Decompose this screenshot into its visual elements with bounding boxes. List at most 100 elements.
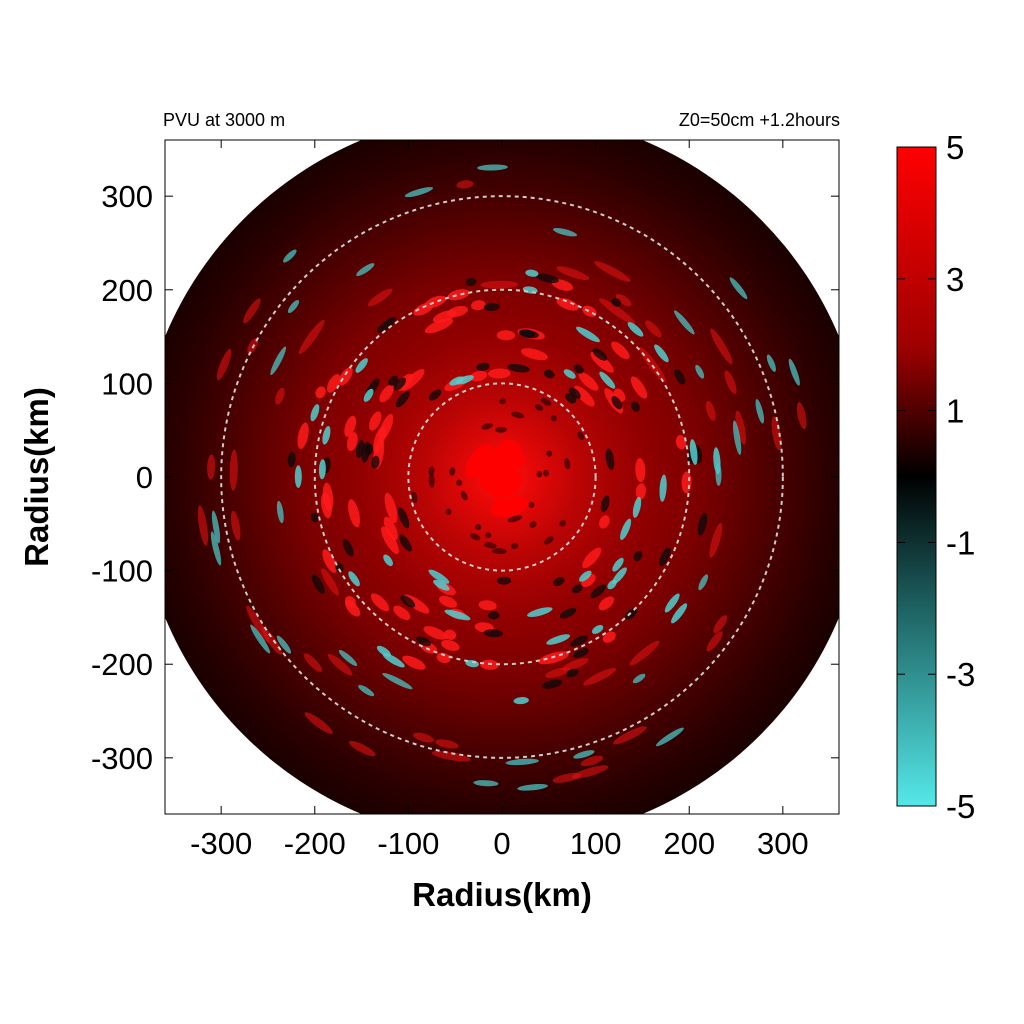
y-tick-label: -100 (91, 554, 153, 589)
pv-patch (505, 758, 539, 766)
pv-patch (673, 310, 695, 335)
pv-patch (304, 712, 333, 734)
pv-patch (358, 685, 375, 697)
x-tick-label: -200 (284, 826, 346, 861)
pv-patch (397, 507, 410, 529)
pv-patch (356, 263, 375, 277)
pv-patch (294, 465, 302, 488)
pv-patch (471, 300, 486, 311)
pv-patch (326, 374, 341, 393)
colorbar-tick-label: -3 (946, 656, 975, 693)
pv-patch (735, 410, 746, 445)
x-tick-label: -300 (190, 826, 252, 861)
colorbar-ticks: 5 3 1 -1 -3 -5 (897, 129, 975, 825)
pv-patch (544, 536, 554, 545)
pv-patch (485, 532, 492, 539)
pv-patch (571, 765, 609, 779)
reference-circles (220, 195, 784, 759)
pv-patch (478, 600, 497, 611)
pv-patch (562, 658, 589, 671)
pv-patch (698, 574, 709, 591)
pv-patch (287, 300, 300, 313)
pv-patch (689, 439, 698, 465)
reference-circle-300km (220, 195, 784, 759)
pv-patch (298, 319, 325, 355)
pv-patch (645, 320, 662, 338)
pv-patch (431, 750, 471, 762)
pv-patch (270, 346, 287, 376)
pv-patch (729, 277, 748, 300)
pv-patch (600, 495, 610, 513)
pv-patch (490, 495, 529, 518)
pv-patch (582, 547, 602, 569)
pv-patch (496, 330, 516, 341)
pv-patch (345, 600, 361, 617)
pv-patch (517, 783, 548, 791)
pv-patch (287, 451, 296, 468)
pv-patch (654, 344, 669, 363)
pv-patch (576, 326, 600, 343)
pv-patch (488, 368, 511, 379)
pv-patch (709, 523, 723, 558)
pv-patch (573, 647, 589, 658)
pv-patch (428, 466, 435, 476)
pv-patch (342, 538, 354, 557)
pv-patch (382, 653, 405, 668)
pv-patch (498, 440, 522, 461)
pv-patch (710, 328, 733, 365)
x-tick-label: -100 (377, 826, 439, 861)
y-tick-label: -300 (91, 741, 153, 776)
pv-patch (788, 358, 800, 386)
pv-patch (559, 607, 577, 619)
pv-patch (276, 500, 284, 524)
pv-patch (494, 426, 507, 433)
pv-patch (705, 400, 716, 421)
y-axis-label: Radius(km) (18, 387, 55, 567)
pv-patch (447, 289, 470, 301)
pv-patch (411, 491, 418, 503)
pv-patch (211, 510, 221, 544)
pv-patch (346, 432, 358, 452)
pv-patch (695, 364, 705, 379)
pv-patch (572, 584, 583, 594)
colorbar-tick-label: -1 (946, 524, 975, 561)
pv-patch (367, 288, 393, 307)
y-tick-label: 0 (136, 460, 153, 495)
y-tick-label: 300 (101, 179, 153, 214)
pv-patch (207, 454, 216, 480)
pv-patch (534, 404, 544, 411)
pv-patch (513, 697, 529, 705)
pv-patch (436, 652, 451, 664)
colorbar-tick-label: 5 (946, 129, 964, 166)
x-tick-label: 300 (757, 826, 809, 861)
pv-patch (456, 180, 474, 189)
pv-patch (592, 348, 608, 361)
pv-patch (311, 574, 325, 594)
pv-patch (483, 629, 503, 638)
pv-patch (398, 534, 412, 552)
title-left: PVU at 3000 m (163, 110, 285, 130)
pv-patch (210, 531, 222, 566)
pv-patch (355, 358, 368, 373)
pv-patch (446, 305, 469, 318)
pv-patch (344, 415, 357, 437)
pv-patch (423, 626, 448, 640)
pv-patch (216, 348, 232, 381)
pv-patch (416, 636, 431, 647)
pv-patch (321, 568, 339, 596)
pv-patch (510, 543, 519, 550)
pv-patch (283, 249, 297, 263)
pv-patch (612, 557, 624, 572)
colorbar-tick-label: -5 (946, 788, 975, 825)
pv-patch (428, 389, 442, 401)
pv-patch (599, 371, 616, 389)
x-tick-label: 200 (663, 826, 715, 861)
pv-patch (715, 462, 722, 486)
pv-patch (671, 603, 688, 624)
pv-patch (483, 542, 497, 549)
pv-patch (556, 298, 579, 311)
pv-patch (766, 354, 776, 372)
pv-patch (473, 780, 499, 787)
pv-patch (315, 386, 326, 399)
pv-patch (529, 521, 537, 528)
